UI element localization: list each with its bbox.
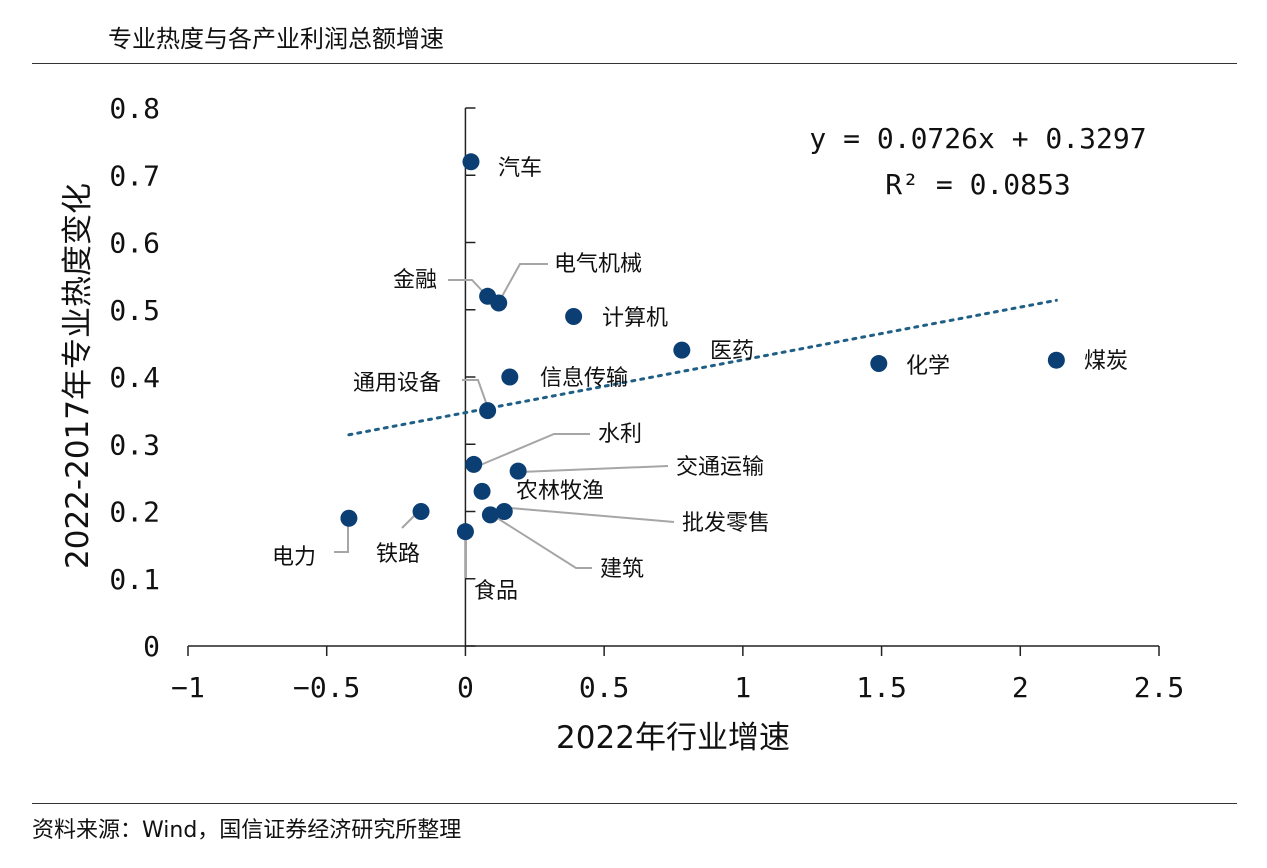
data-label: 化学 (906, 354, 950, 379)
leader-line (493, 515, 592, 569)
x-axis-title: 2022年行业增速 (556, 720, 790, 756)
data-label: 电气机械 (554, 252, 642, 277)
data-point (565, 307, 583, 325)
data-label: 金融 (393, 268, 437, 293)
data-point (509, 462, 527, 480)
y-axis-title: 2022-2017年专业热度变化 (60, 183, 96, 569)
r-squared: R² = 0.0853 (885, 168, 1070, 201)
top-rule (32, 63, 1237, 64)
data-label: 交通运输 (676, 455, 764, 480)
chart-title: 专业热度与各产业利润总额增速 (108, 25, 444, 53)
data-label: 农林牧渔 (516, 479, 604, 504)
data-label: 汽车 (498, 156, 542, 181)
x-tick-label: 2 (1012, 671, 1029, 704)
data-point (479, 402, 497, 420)
data-label: 铁路 (376, 542, 420, 567)
data-point (870, 355, 888, 373)
data-label: 通用设备 (353, 371, 441, 396)
y-tick-label: 0.4 (109, 361, 160, 394)
y-tick-label: 0.6 (109, 227, 160, 260)
x-tick-label: −1 (171, 671, 205, 704)
x-tick-label: 0.5 (579, 671, 630, 704)
data-point (456, 523, 474, 541)
data-label: 信息传输 (540, 366, 628, 391)
x-tick-label: 1.5 (856, 671, 907, 704)
leader-line (334, 518, 349, 553)
y-tick-label: 0.1 (109, 563, 160, 596)
data-point (340, 509, 358, 527)
data-point (1047, 351, 1065, 369)
x-tick-label: 0 (457, 671, 474, 704)
data-point (490, 294, 508, 312)
y-tick-label: 0.5 (109, 294, 160, 327)
leader-line (462, 379, 489, 409)
x-tick-label: 2.5 (1134, 671, 1185, 704)
y-tick-label: 0.2 (109, 496, 160, 529)
y-tick-label: 0.7 (109, 159, 160, 192)
data-point (462, 153, 480, 171)
data-point (473, 482, 491, 500)
bottom-rule (32, 803, 1237, 804)
trend-equation: y = 0.0726x + 0.3297 (809, 122, 1146, 155)
leader-line (499, 263, 548, 301)
data-point (501, 368, 519, 386)
source-note: 资料来源：Wind，国信证券经济研究所整理 (32, 818, 462, 843)
data-label: 计算机 (602, 306, 668, 331)
data-point (495, 503, 513, 520)
leader-line (509, 507, 675, 523)
y-tick-label: 0 (143, 630, 160, 663)
data-point (465, 455, 483, 473)
data-point (481, 506, 499, 524)
data-label: 煤炭 (1084, 349, 1128, 374)
data-label: 批发零售 (682, 511, 770, 536)
data-point (673, 341, 691, 359)
y-tick-label: 0.3 (109, 428, 160, 461)
data-label: 医药 (710, 339, 754, 364)
leader-line (477, 433, 590, 467)
data-label: 水利 (598, 422, 642, 447)
data-label: 电力 (272, 545, 316, 570)
y-tick-label: 0.8 (109, 92, 160, 125)
x-tick-label: −0.5 (293, 671, 360, 704)
data-point (412, 503, 430, 520)
data-label: 食品 (474, 579, 518, 604)
x-tick-label: 1 (734, 671, 751, 704)
trend-line (347, 298, 1058, 437)
data-label: 建筑 (600, 557, 644, 582)
leader-line (519, 465, 669, 473)
